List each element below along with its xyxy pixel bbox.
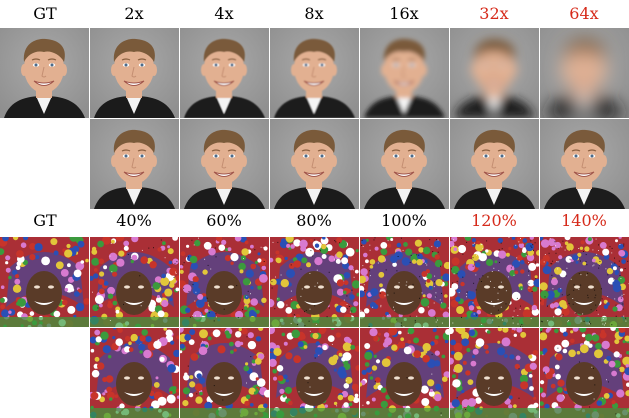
header-60pct: 60% [206, 211, 242, 230]
header-4x: 4x [214, 4, 234, 23]
texture-restored-tile-1 [90, 328, 179, 418]
texture-degraded-tile-0 [0, 237, 89, 327]
texture-degraded-tile-4 [360, 237, 449, 327]
texture-degraded-tile-3 [270, 237, 359, 327]
header-gt-texture: GT [33, 211, 57, 230]
header-40pct: 40% [116, 211, 152, 230]
texture-degraded-tile-1 [90, 237, 179, 327]
face-degraded-tile-4 [360, 28, 449, 118]
texture-degraded-tile-5 [450, 237, 539, 327]
face-restored-tile-2 [180, 119, 269, 209]
face-degraded-tile-0 [0, 28, 89, 118]
face-restored-tile-4 [360, 119, 449, 209]
header-2x: 2x [124, 4, 144, 23]
face-degraded-tile-2 [180, 28, 269, 118]
texture-restored-tile-5 [450, 328, 539, 418]
texture-degraded-tile-2 [180, 237, 269, 327]
face-restored-tile-6 [540, 119, 629, 209]
texture-restored-tile-2 [180, 328, 269, 418]
texture-restored-tile-4 [360, 328, 449, 418]
texture-restored-tile-6 [540, 328, 629, 418]
header-140pct: 140% [561, 211, 607, 230]
face-degraded-tile-3 [270, 28, 359, 118]
face-degraded-tile-1 [90, 28, 179, 118]
header-16x: 16x [389, 4, 419, 23]
header-32x: 32x [479, 4, 509, 23]
face-restored-tile-3 [270, 119, 359, 209]
header-80pct: 80% [296, 211, 332, 230]
face-degraded-tile-6 [540, 28, 629, 118]
header-120pct: 120% [471, 211, 517, 230]
face-restored-tile-5 [450, 119, 539, 209]
header-8x: 8x [304, 4, 324, 23]
header-gt-face: GT [33, 4, 57, 23]
face-degraded-tile-5 [450, 28, 539, 118]
header-100pct: 100% [381, 211, 427, 230]
face-restored-tile-1 [90, 119, 179, 209]
texture-degraded-tile-6 [540, 237, 629, 327]
header-64x: 64x [569, 4, 599, 23]
texture-restored-tile-3 [270, 328, 359, 418]
